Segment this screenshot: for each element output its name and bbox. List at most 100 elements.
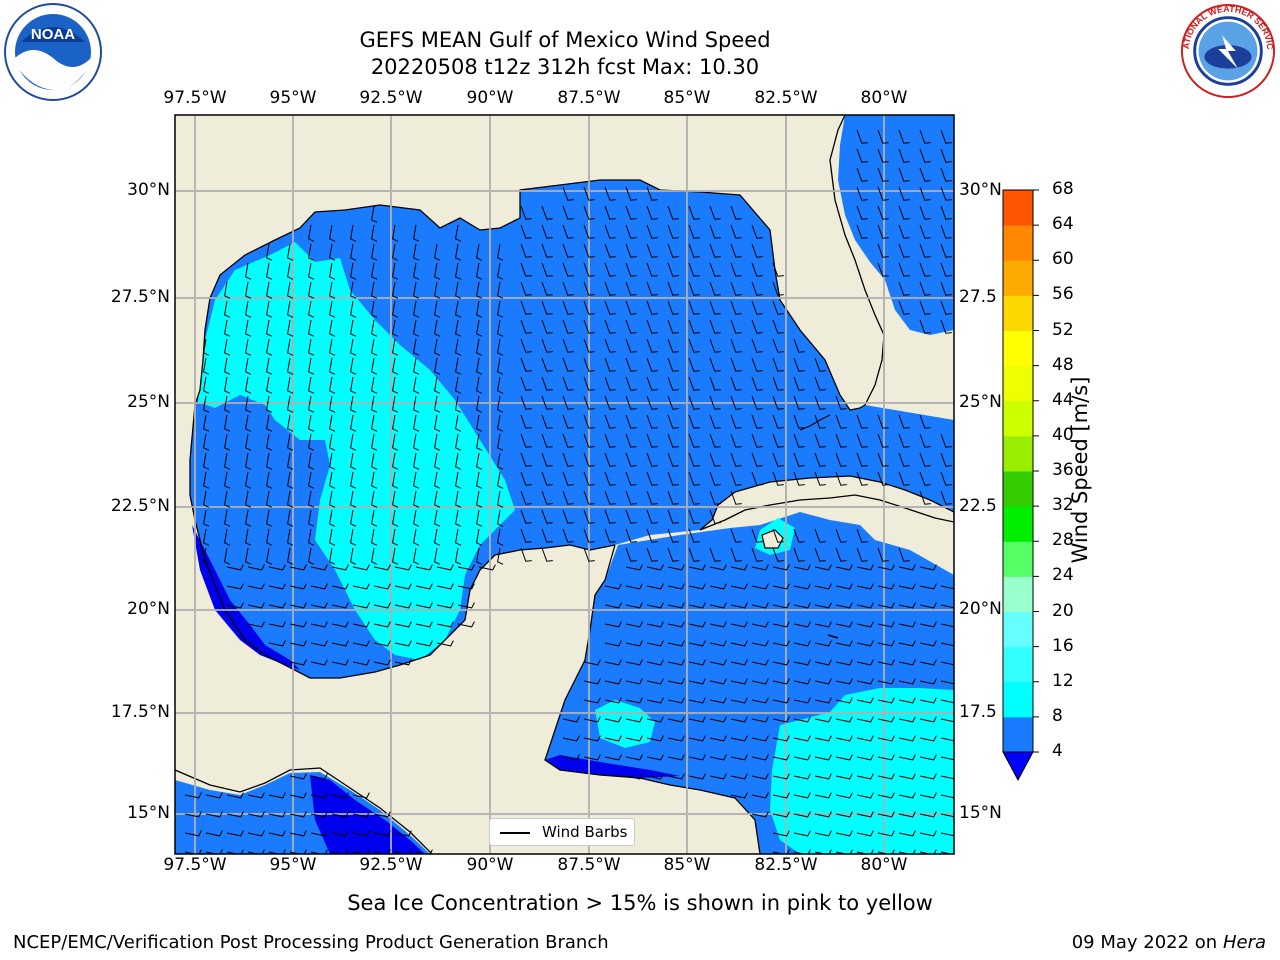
wind-barb xyxy=(352,621,370,628)
wind-barb xyxy=(877,849,895,854)
wind-barb xyxy=(667,564,685,571)
wind-barb xyxy=(751,433,763,448)
wind-barb xyxy=(455,319,462,337)
wind-barb xyxy=(497,376,504,394)
wind-barb xyxy=(350,509,357,527)
wind-barb xyxy=(562,754,580,761)
longitude-tick-bottom: 95°W xyxy=(269,855,317,875)
wind-barb xyxy=(667,773,685,780)
wind-barb xyxy=(856,205,868,220)
wind-barb xyxy=(646,602,664,609)
wind-barb xyxy=(392,243,399,261)
wind-barb xyxy=(203,452,210,470)
wind-barb xyxy=(455,338,462,356)
wind-barb xyxy=(497,338,504,356)
wind-barb xyxy=(604,395,616,410)
wind-barb xyxy=(184,792,202,799)
wind-barb xyxy=(709,754,727,761)
wind-barb xyxy=(434,395,441,413)
wind-barb xyxy=(877,602,895,609)
wind-barb xyxy=(709,621,727,628)
wind-barb xyxy=(898,433,910,448)
colorbar-segment xyxy=(1003,260,1033,296)
wind-barb xyxy=(392,357,399,375)
noaa-text: NOAA xyxy=(31,26,75,43)
wind-barb xyxy=(625,471,637,486)
wind-barb xyxy=(730,300,742,315)
wind-barb xyxy=(413,243,420,261)
wind-barb xyxy=(205,811,223,818)
wind-barb xyxy=(625,547,637,562)
wind-barb xyxy=(940,243,952,258)
wind-barb xyxy=(604,602,622,609)
wind-barb xyxy=(793,471,805,486)
wind-barb xyxy=(898,414,910,429)
wind-barb xyxy=(520,509,532,524)
colorbar-tick: 36 xyxy=(1052,460,1074,480)
wind-barb xyxy=(625,509,637,524)
wind-barb xyxy=(203,509,210,527)
wind-barb xyxy=(835,547,847,562)
wind-barb xyxy=(877,659,895,666)
wind-barb xyxy=(434,357,441,375)
wind-barb xyxy=(289,830,307,837)
wind-barb xyxy=(413,224,420,242)
wind-barb xyxy=(455,281,462,299)
wind-barb xyxy=(898,849,916,854)
wind-barb xyxy=(667,243,679,258)
wind-barb xyxy=(350,319,357,337)
wind-barb xyxy=(751,640,769,647)
colorbar-segment xyxy=(1003,506,1033,542)
longitude-tick-bottom: 80°W xyxy=(860,855,908,875)
legend-line-sample xyxy=(500,832,530,834)
wind-barb xyxy=(877,773,895,780)
wind-barb xyxy=(520,452,532,467)
wind-barb xyxy=(688,452,700,467)
colorbar-tick: 40 xyxy=(1052,424,1074,445)
wind-barb xyxy=(371,452,378,470)
wind-barb xyxy=(371,319,378,337)
wind-barb xyxy=(688,490,700,505)
wind-barb xyxy=(856,167,868,182)
latitude-tick-right: 27.5 xyxy=(959,287,997,307)
wind-barb xyxy=(940,699,954,704)
wind-barb xyxy=(350,376,357,394)
wind-barb xyxy=(835,849,853,854)
wind-barb xyxy=(224,414,231,432)
wind-barb xyxy=(709,395,721,410)
wind-barb xyxy=(205,792,223,799)
wind-barb xyxy=(709,659,727,666)
wind-barb xyxy=(226,811,244,818)
wind-barb xyxy=(835,697,853,704)
wind-barb xyxy=(224,490,231,508)
wind-barb xyxy=(898,830,916,837)
wind-barb xyxy=(350,300,357,318)
wind-barb xyxy=(835,528,847,543)
longitude-tick-top: 97.5°W xyxy=(163,88,227,108)
wind-barb xyxy=(455,490,462,508)
wind-barb xyxy=(224,338,231,356)
wind-barb xyxy=(667,547,679,562)
wind-barb xyxy=(497,547,504,565)
wind-barb xyxy=(667,528,679,543)
wind-barb xyxy=(287,262,294,280)
wind-barb xyxy=(898,716,916,723)
wind-barb xyxy=(413,376,420,394)
wind-barb xyxy=(646,205,658,220)
wind-barb xyxy=(476,300,483,318)
wind-barb xyxy=(898,300,910,315)
wind-barb xyxy=(562,319,574,334)
wind-barb xyxy=(625,433,637,448)
wind-barb xyxy=(688,564,706,571)
wind-barb xyxy=(371,490,378,508)
wind-barb xyxy=(226,583,244,590)
wind-barb xyxy=(455,395,462,413)
wind-barb xyxy=(898,754,916,761)
wind-barb xyxy=(331,640,349,647)
wind-barb xyxy=(583,659,601,666)
wind-barb xyxy=(772,547,784,562)
wind-barb xyxy=(541,357,553,372)
wind-barb xyxy=(793,602,811,609)
wind-barb xyxy=(877,735,895,742)
wind-barb xyxy=(667,621,685,628)
